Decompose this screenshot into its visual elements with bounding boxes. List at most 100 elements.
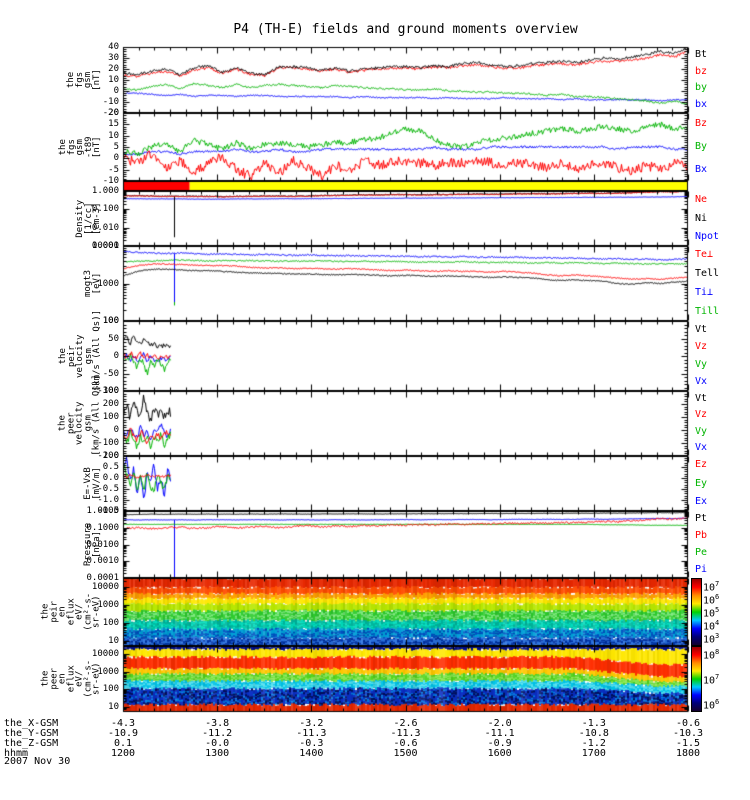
ytick-label: 10000 <box>91 241 119 251</box>
ytick-label: 0.010 <box>91 222 119 233</box>
series-label-Vz: Vz <box>695 409 708 421</box>
ytick-label: 0.1000 <box>86 522 119 533</box>
bottom-row-value: -3.8 <box>205 718 230 729</box>
series-label-Vt: Vt <box>695 323 708 335</box>
bottom-row-value: 1700 <box>581 748 606 759</box>
ytick-label: 0.0 <box>102 473 119 483</box>
ytick-label: -10 <box>102 97 119 107</box>
bottom-row-value: 1300 <box>205 748 230 759</box>
series-label-Npot: Npot <box>695 230 720 242</box>
colorbar-tick-label: 108 <box>703 648 720 662</box>
ytick-label: 10000 <box>91 649 119 660</box>
ytick-label: -0.5 <box>97 484 119 494</box>
series-label-Bx: Bx <box>695 163 708 175</box>
bottom-row-value: 1800 <box>675 748 701 759</box>
bottom-row-value: -11.3 <box>390 728 421 739</box>
bottom-row-label: the_X-GSM <box>4 718 59 729</box>
colorbar-tick-label: 103 <box>703 632 720 646</box>
electron-eflux-colorbar <box>691 646 702 712</box>
series-label-Vy: Vy <box>695 358 708 370</box>
ytick-label: 0.5 <box>102 462 119 472</box>
series-label-Pb: Pb <box>695 530 708 542</box>
y-axis-title: the peer en eflux eV/ (cm²-s- sr-eV) <box>40 660 102 698</box>
bottom-row-value: -0.6 <box>393 738 418 749</box>
colorbar-tick-label: 106 <box>703 698 720 712</box>
series-label-Vx: Vx <box>695 376 708 388</box>
bottom-row-value: -1.2 <box>581 738 606 749</box>
ytick-label: -5 <box>108 164 119 175</box>
bottom-row-value: -2.0 <box>487 718 512 729</box>
series-label-Ey: Ey <box>695 477 708 489</box>
series-label-by: by <box>695 82 708 94</box>
ytick-label: 0.0001 <box>86 573 119 583</box>
ytick-label: 0 <box>113 425 119 435</box>
series-label-Pi: Pi <box>695 563 708 575</box>
ytick-label: 1.0000 <box>86 506 119 516</box>
ytick-label: 10 <box>108 635 119 646</box>
ytick-label: 100 <box>102 316 119 326</box>
ytick-label: -100 <box>97 386 119 396</box>
ytick-label: -50 <box>102 368 119 379</box>
ytick-label: 1.0 <box>102 451 119 461</box>
date-label: 2007 Nov 30 <box>4 756 71 767</box>
bottom-row-value: 1200 <box>110 748 136 759</box>
ytick-label: -20 <box>102 108 119 118</box>
bottom-row-value: 0.1 <box>113 738 133 749</box>
ytick-label: -200 <box>97 451 119 461</box>
bottom-row-value: -3.2 <box>299 718 324 729</box>
series-label-Bz: Bz <box>695 118 708 130</box>
ytick-label: 1000 <box>97 666 119 677</box>
series-label-Vt: Vt <box>695 393 708 405</box>
y-axis-title: the fgs gsm -t89 [nT] <box>57 136 102 158</box>
ytick-label: 300 <box>102 386 119 396</box>
ytick-label: -1.5 <box>97 506 119 516</box>
ytick-label: 30 <box>108 53 119 63</box>
bottom-row-label: the_Z-GSM <box>4 738 59 749</box>
ytick-label: 0 <box>113 86 119 96</box>
series-label-Ez: Ez <box>695 459 708 471</box>
ytick-label: 200 <box>102 399 119 409</box>
ytick-label: 50 <box>108 333 119 344</box>
ytick-label: 0 <box>113 153 119 164</box>
series-label-bz: bz <box>695 65 708 77</box>
ytick-label: 0.0010 <box>86 556 119 567</box>
series-label-Vz: Vz <box>695 341 708 353</box>
series-label-Till: Till <box>695 305 720 317</box>
y-axis-title: E=-VxB [mV/m] <box>83 467 102 500</box>
ytick-label: 0.100 <box>91 204 119 215</box>
ytick-label: 10000 <box>91 581 119 592</box>
ytick-label: 0.001 <box>91 241 119 251</box>
series-label-Vx: Vx <box>695 441 708 453</box>
bottom-row-value: -11.3 <box>296 728 327 739</box>
ytick-label: 0 <box>113 351 119 361</box>
bottom-row-value: -4.3 <box>110 718 136 729</box>
colorbar-tick-label: 107 <box>703 673 720 687</box>
ytick-label: 10 <box>108 130 119 141</box>
bottom-row-value: -0.6 <box>675 718 701 729</box>
ytick-label: 15 <box>108 119 119 130</box>
ytick-label: 10 <box>108 701 119 712</box>
series-label-Ex: Ex <box>695 495 708 507</box>
ytick-label: 100 <box>102 684 119 695</box>
series-label-By: By <box>695 141 708 152</box>
series-label-Vy: Vy <box>695 425 708 437</box>
bottom-row-value: -0.3 <box>299 738 324 749</box>
ytick-label: 0.0100 <box>86 539 119 550</box>
bottom-row-label: the_Y-GSM <box>4 728 59 739</box>
bottom-row-value: 1400 <box>299 748 324 759</box>
ytick-label: 20 <box>108 64 119 74</box>
y-axis-title: the peir en eflux eV/ (cm²-s- sr-eV) <box>40 593 102 631</box>
y-axis-title: Density [1/cc] [cm-3] <box>74 199 102 238</box>
series-label-Pe: Pe <box>695 546 708 558</box>
ytick-label: 5 <box>113 142 119 152</box>
bottom-row-value: -2.6 <box>393 718 418 729</box>
series-label-Bt: Bt <box>695 49 708 61</box>
y-axis-title: Pressure [nPa] <box>83 522 102 567</box>
bottom-row-label: hhmm <box>4 748 29 759</box>
bottom-row-value: -10.3 <box>672 728 704 739</box>
ytick-label: 100 <box>102 617 119 628</box>
ion-eflux-colorbar <box>691 578 702 646</box>
ytick-label: 100 <box>102 412 119 422</box>
